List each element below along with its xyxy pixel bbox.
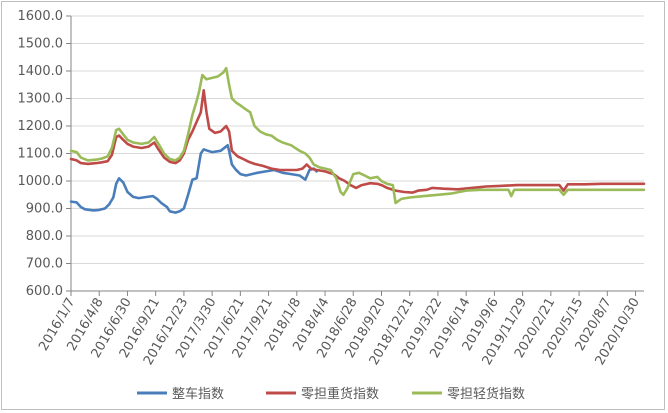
series-line-0 [69,144,318,214]
y-tick-label-0: 600.0 [26,284,63,299]
y-tick-label-10: 1600.0 [18,9,64,24]
y-tick-label-5: 1100.0 [18,147,64,162]
gridlines [71,15,644,292]
y-tick-label-3: 900.0 [26,202,63,217]
series-line-1 [69,89,646,194]
y-tick-label-9: 1500.0 [18,37,64,52]
legend-label-2: 零担轻货指数 [447,386,525,402]
x-axis-ticks: 2016/1/72016/4/82016/6/302016/9/212016/1… [36,291,643,368]
legend-label-1: 零担重货指数 [301,386,379,402]
y-axis-ticks: 600.0 700.0 800.0 900.0 1000.0 1100.0 1200.0 13… [18,9,71,299]
series-lines [69,66,646,214]
series-line-2 [69,66,646,205]
y-tick-label-4: 1000.0 [18,174,64,189]
y-tick-label-7: 1300.0 [18,92,64,107]
legend-label-0: 整车指数 [172,386,224,402]
y-tick-label-1: 700.0 [26,257,63,272]
y-tick-label-6: 1200.0 [18,119,64,134]
legend: 整车指数 零担重货指数 零担轻货指数 [137,386,525,402]
y-tick-label-2: 800.0 [26,229,63,244]
y-tick-label-8: 1400.0 [18,64,64,79]
